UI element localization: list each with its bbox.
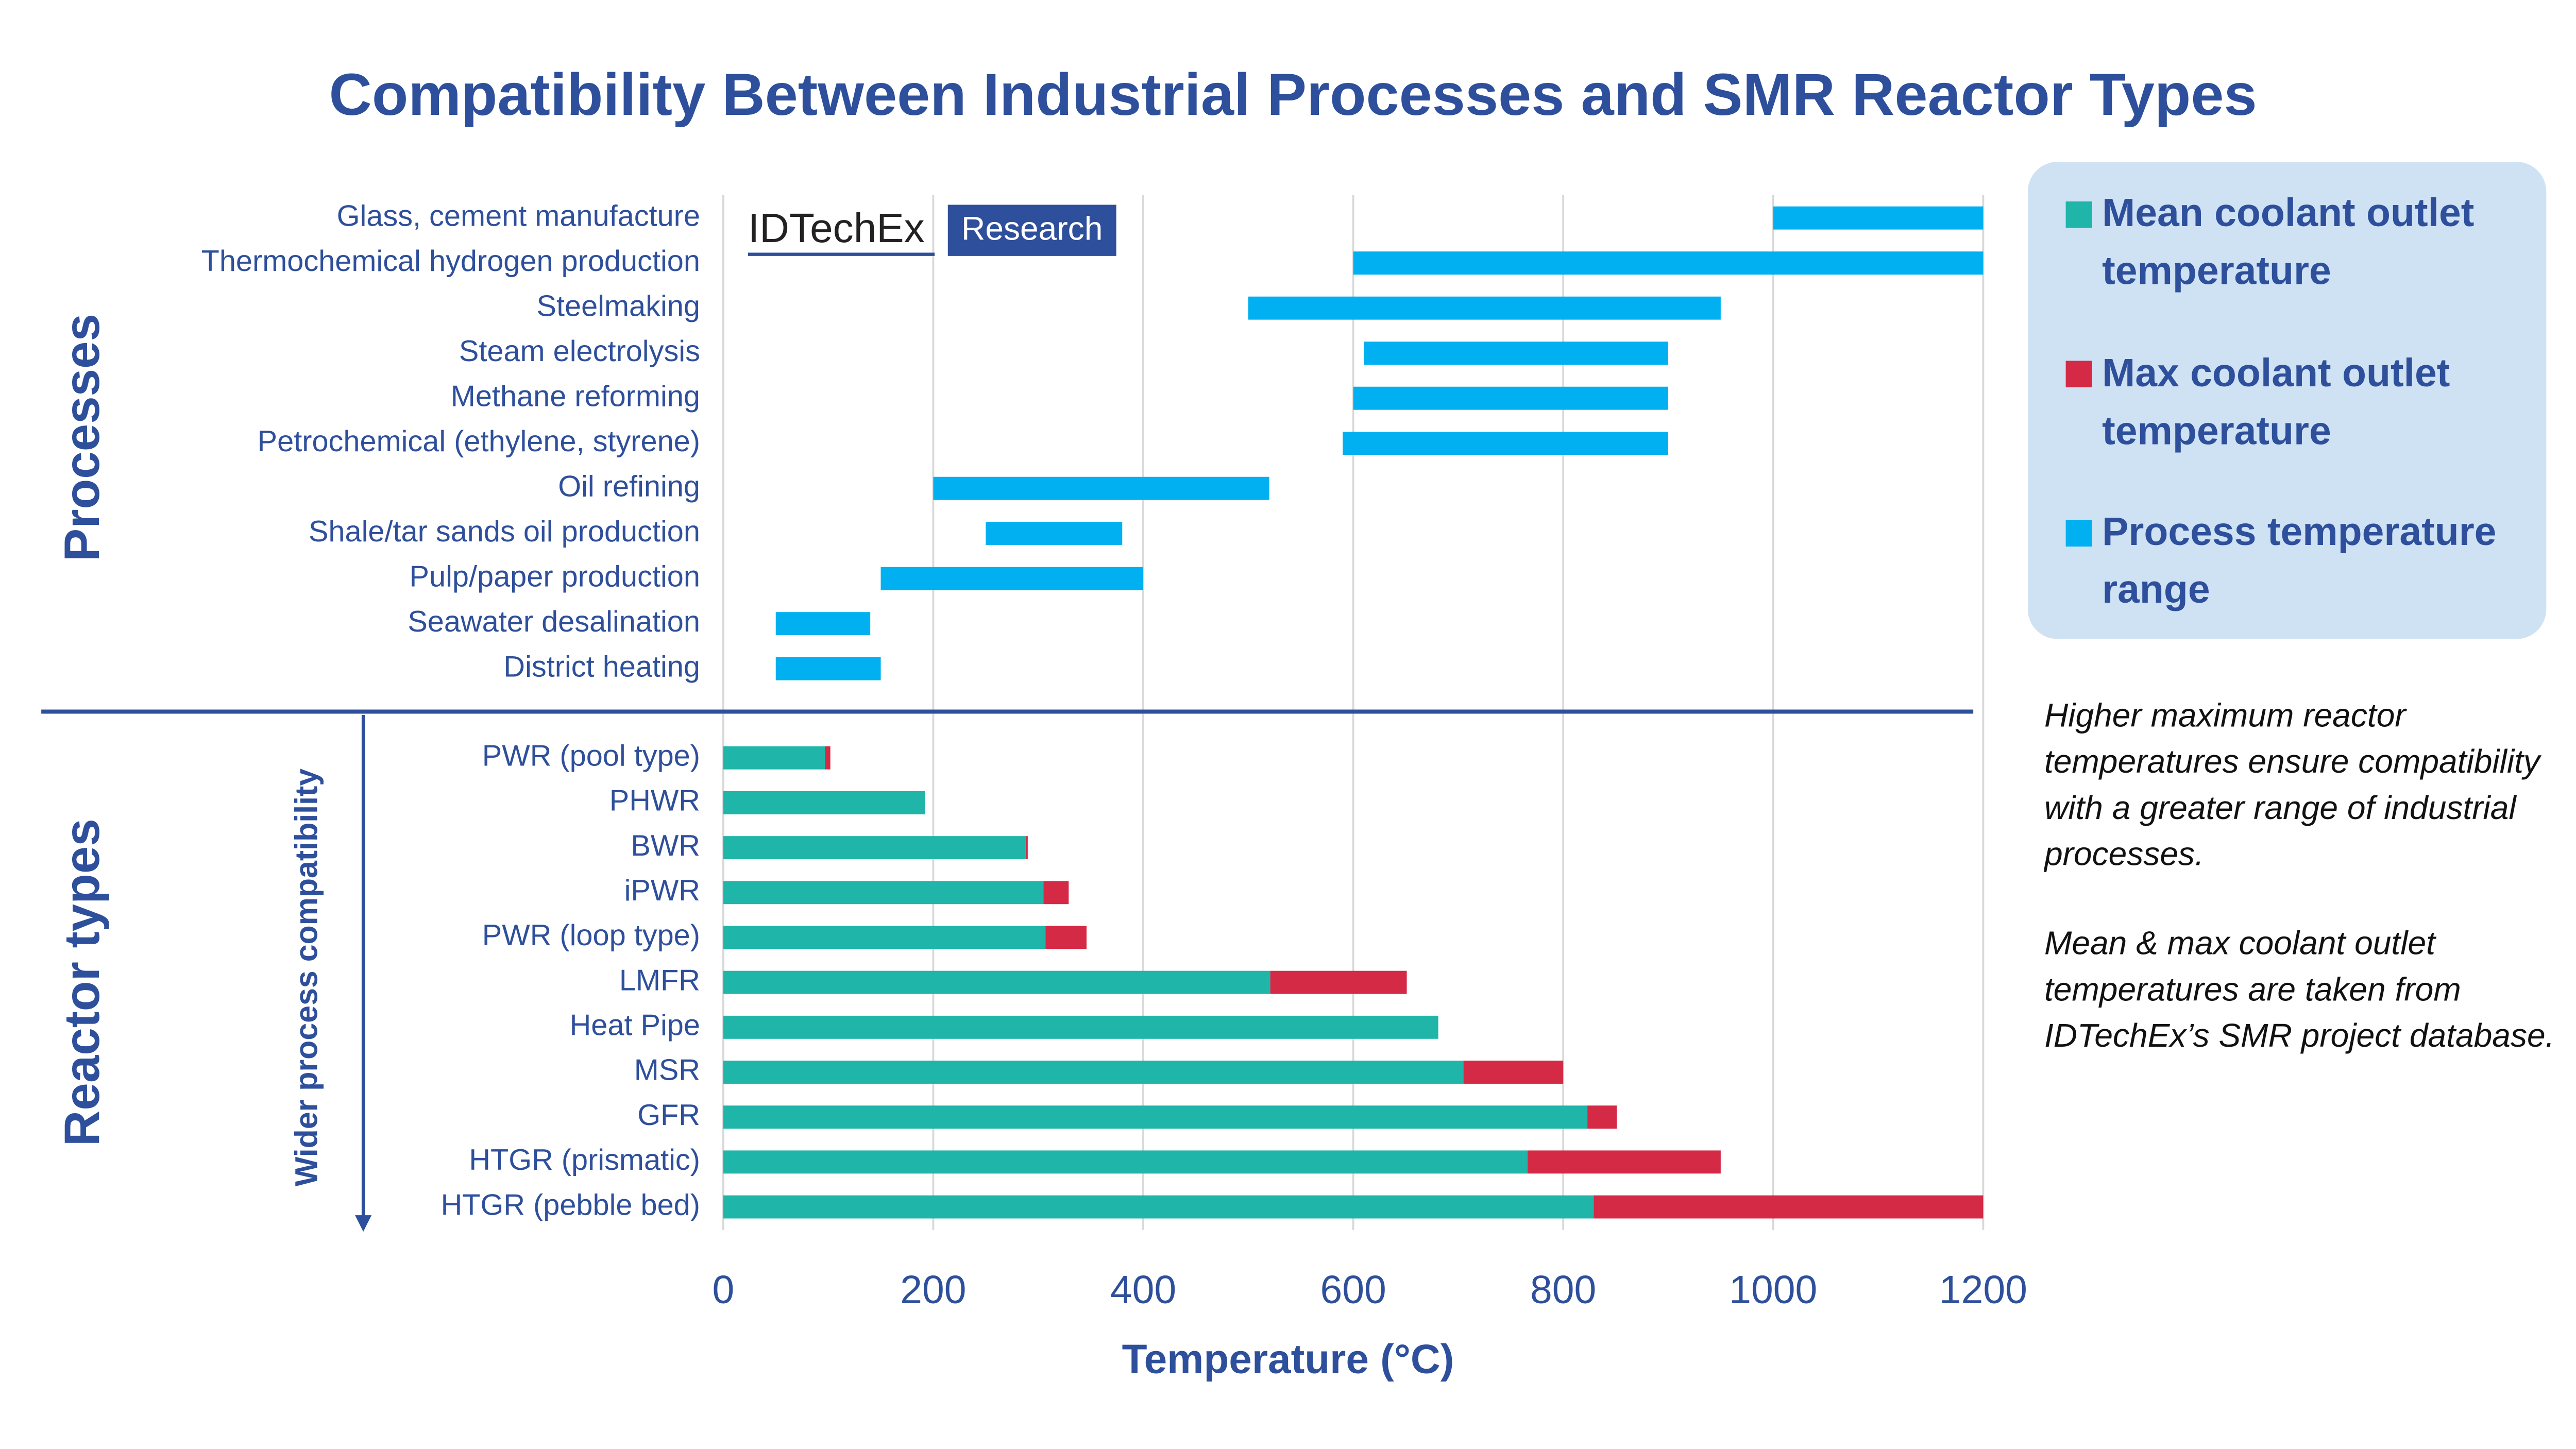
range-bar <box>1363 342 1668 365</box>
group-label: Reactor types <box>55 819 110 1146</box>
range-bar <box>1773 206 1984 230</box>
bar <box>723 1195 1594 1219</box>
bar <box>723 791 925 814</box>
category-label: Heat Pipe <box>570 1009 700 1042</box>
category-label: Methane reforming <box>451 380 700 413</box>
bar <box>723 1150 1528 1174</box>
legend-label: Mean coolant outlet temperature <box>2102 191 2475 294</box>
bar <box>1587 1105 1617 1129</box>
range-bar <box>933 476 1269 500</box>
category-label: BWR <box>631 829 700 862</box>
category-label: Seawater desalination <box>408 605 700 638</box>
bar <box>723 746 825 770</box>
x-tick-label: 600 <box>1320 1268 1386 1312</box>
category-label: GFR <box>637 1099 700 1132</box>
bar <box>1043 881 1069 905</box>
arrow-head <box>355 1215 372 1232</box>
x-tick-label: 400 <box>1110 1268 1176 1312</box>
category-label: iPWR <box>624 874 700 907</box>
range-bar <box>1343 432 1668 455</box>
axis-note: Wider process compatibility <box>289 769 324 1186</box>
category-label: District heating <box>503 650 700 683</box>
category-label: HTGR (pebble bed) <box>441 1188 700 1221</box>
category-label: Steam electrolysis <box>459 335 700 368</box>
x-tick-label: 0 <box>712 1268 734 1312</box>
legend-entry: Mean coolant outlet temperature <box>2102 191 2475 294</box>
category-label: Steelmaking <box>537 289 700 322</box>
legend-swatch <box>2065 201 2092 228</box>
category-label: LMFR <box>619 964 700 997</box>
category-label: HTGR (prismatic) <box>469 1144 700 1177</box>
category-label: Shale/tar sands oil production <box>309 515 700 548</box>
legend-label: Process temperature range <box>2102 510 2497 613</box>
annotation: Higher maximum reactor temperatures ensu… <box>2044 698 2540 874</box>
logo-text: Research <box>961 210 1103 247</box>
category-label: Glass, cement manufacture <box>337 199 700 232</box>
bar <box>723 1015 1438 1039</box>
bar <box>723 1105 1588 1129</box>
logo-box <box>947 204 1116 256</box>
x-axis-title: Temperature (°C) <box>1122 1335 1454 1382</box>
range-bar <box>775 612 871 636</box>
range-bar <box>880 567 1144 590</box>
chart-title: Compatibility Between Industrial Process… <box>329 62 2257 128</box>
x-tick-label: 1000 <box>1729 1268 1817 1312</box>
legend-box <box>2027 162 2547 639</box>
bar <box>723 881 1044 905</box>
annotation-box: Mean & max coolant outlet temperatures a… <box>2044 926 2555 1055</box>
range-bar <box>1353 386 1668 410</box>
group-label: Processes <box>55 314 110 561</box>
bar <box>1025 836 1028 860</box>
x-tick-label: 200 <box>900 1268 966 1312</box>
bar <box>723 926 1046 949</box>
bar <box>1527 1150 1721 1174</box>
range-bar <box>1353 251 1984 275</box>
bar <box>1463 1061 1564 1084</box>
category-label: Oil refining <box>558 470 700 503</box>
category-label: PWR (loop type) <box>482 919 700 952</box>
range-bar <box>775 657 881 680</box>
x-tick-label: 1200 <box>1939 1268 2027 1312</box>
legend-swatch <box>2065 361 2092 387</box>
bar <box>1270 970 1407 994</box>
bar <box>825 746 831 770</box>
legend-entry: Max coolant outlet temperature <box>2102 351 2450 453</box>
bar <box>723 970 1270 994</box>
category-label: Petrochemical (ethylene, styrene) <box>258 425 700 458</box>
logo-text: IDTechEx <box>748 204 925 251</box>
category-label: Pulp/paper production <box>410 560 700 593</box>
legend-entry: Process temperature range <box>2102 510 2497 613</box>
bar <box>1045 926 1087 949</box>
legend-swatch <box>2065 520 2092 547</box>
category-label: Thermochemical hydrogen production <box>201 245 700 278</box>
annotation: Mean & max coolant outlet temperatures a… <box>2044 926 2555 1055</box>
bar <box>1594 1195 1984 1219</box>
bar <box>723 1061 1464 1084</box>
legend-label: Max coolant outlet temperature <box>2102 351 2450 453</box>
category-label: PHWR <box>609 785 700 817</box>
x-tick-label: 800 <box>1530 1268 1596 1312</box>
range-bar <box>1248 296 1721 320</box>
bar <box>723 836 1026 860</box>
range-bar <box>986 522 1123 545</box>
category-label: MSR <box>634 1054 700 1087</box>
category-label: PWR (pool type) <box>482 739 700 772</box>
annotation-box: Higher maximum reactor temperatures ensu… <box>2044 698 2540 874</box>
